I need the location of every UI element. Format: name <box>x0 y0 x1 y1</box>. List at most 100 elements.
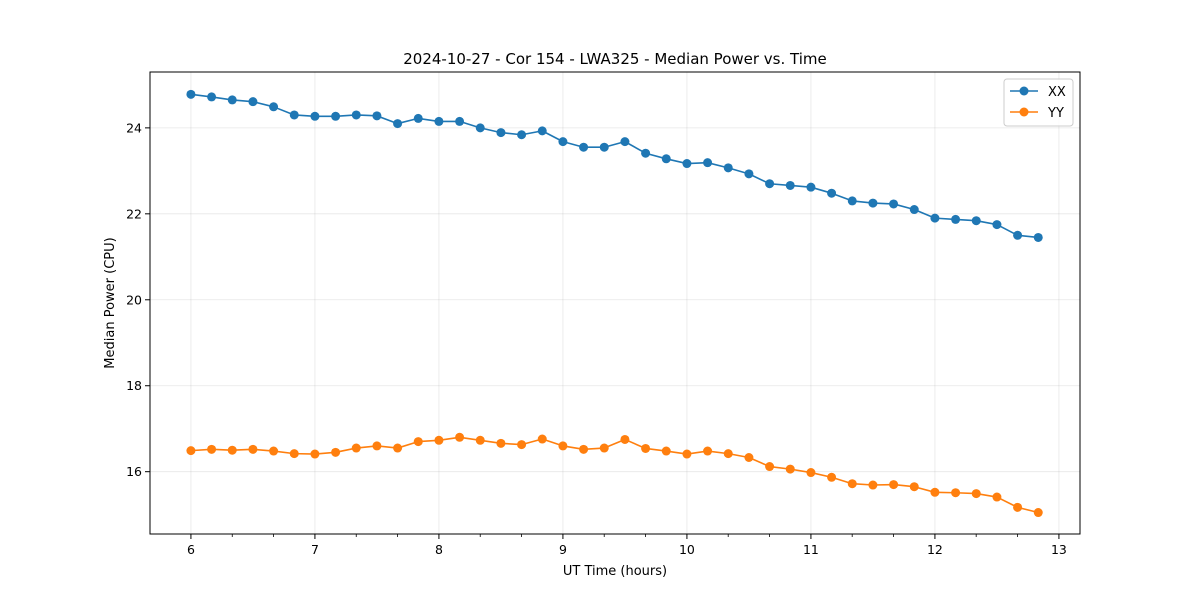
data-point-yy <box>951 488 961 498</box>
data-point-yy <box>413 437 423 447</box>
x-tick-label: 12 <box>927 542 943 557</box>
data-point-yy <box>909 482 919 492</box>
data-point-yy <box>723 449 733 459</box>
data-point-xx <box>785 180 795 190</box>
legend-marker-xx <box>1019 86 1029 96</box>
data-point-xx <box>951 214 961 224</box>
data-point-xx <box>475 123 485 133</box>
ticks-layer: 6 7 8 9 10 11 12 13 16 18 20 22 24 <box>126 120 1067 557</box>
data-point-xx <box>992 220 1002 230</box>
y-tick-label: 20 <box>126 292 142 307</box>
data-point-xx <box>661 154 671 164</box>
data-point-xx <box>227 95 237 105</box>
data-point-yy <box>827 472 837 482</box>
chart-title: 2024-10-27 - Cor 154 - LWA325 - Median P… <box>403 50 827 68</box>
data-point-xx <box>351 110 361 120</box>
grid-layer <box>150 72 1080 534</box>
data-point-xx <box>310 111 320 121</box>
data-point-xx <box>269 102 279 112</box>
x-tick-label: 9 <box>559 542 567 557</box>
data-point-yy <box>806 468 816 478</box>
data-point-xx <box>1033 232 1043 242</box>
data-point-yy <box>269 446 279 456</box>
x-tick-label: 10 <box>679 542 695 557</box>
data-point-xx <box>496 128 506 138</box>
x-tick-label: 13 <box>1051 542 1067 557</box>
data-point-xx <box>599 142 609 152</box>
data-point-xx <box>186 89 196 99</box>
data-point-yy <box>496 438 506 448</box>
y-tick-label: 18 <box>126 378 142 393</box>
data-point-xx <box>868 198 878 208</box>
legend-label-xx: XX <box>1048 85 1066 100</box>
data-point-xx <box>930 213 940 223</box>
data-point-yy <box>599 443 609 453</box>
series-layer <box>186 89 1043 518</box>
y-tick-label: 16 <box>126 464 142 479</box>
data-point-yy <box>207 444 217 454</box>
data-point-xx <box>723 163 733 173</box>
legend-label-yy: YY <box>1047 106 1064 121</box>
data-point-yy <box>186 446 196 456</box>
data-point-yy <box>289 449 299 459</box>
data-point-yy <box>744 453 754 462</box>
data-point-yy <box>393 443 403 453</box>
data-point-xx <box>248 97 258 107</box>
data-point-xx <box>641 148 651 158</box>
data-point-xx <box>847 196 857 206</box>
data-point-xx <box>579 142 589 152</box>
data-point-yy <box>765 462 775 472</box>
data-point-yy <box>992 492 1002 502</box>
y-axis-label: Median Power (CPU) <box>103 237 118 368</box>
data-point-yy <box>682 449 692 459</box>
data-point-xx <box>682 159 692 169</box>
data-point-xx <box>413 113 423 123</box>
plot-frame <box>149 71 1081 535</box>
data-point-yy <box>434 435 444 445</box>
data-point-yy <box>248 444 258 454</box>
data-point-xx <box>620 137 630 147</box>
data-point-xx <box>765 179 775 189</box>
data-point-xx <box>1013 230 1023 240</box>
data-point-xx <box>331 111 341 121</box>
data-point-yy <box>785 464 795 474</box>
x-tick-label: 6 <box>187 542 195 557</box>
data-point-xx <box>455 116 465 126</box>
data-point-xx <box>393 119 403 129</box>
data-point-xx <box>909 205 919 215</box>
data-point-xx <box>372 111 382 121</box>
data-point-yy <box>930 487 940 497</box>
data-point-yy <box>455 432 465 442</box>
data-point-yy <box>868 480 878 490</box>
data-point-yy <box>558 441 568 451</box>
data-point-yy <box>1013 502 1023 512</box>
data-point-yy <box>971 489 981 499</box>
data-point-yy <box>703 446 713 456</box>
data-point-yy <box>661 446 671 456</box>
x-tick-label: 8 <box>435 542 443 557</box>
data-point-yy <box>310 449 320 459</box>
data-point-xx <box>289 110 299 120</box>
y-tick-label: 22 <box>126 206 142 221</box>
legend-marker-yy <box>1019 107 1029 117</box>
data-point-yy <box>847 479 857 489</box>
y-tick-label: 24 <box>126 120 142 135</box>
data-point-yy <box>331 447 341 457</box>
x-tick-label: 7 <box>311 542 319 557</box>
data-point-yy <box>227 445 237 455</box>
data-point-xx <box>744 169 754 179</box>
legend: XX YY <box>1003 78 1074 127</box>
data-point-xx <box>558 137 568 147</box>
data-point-xx <box>971 216 981 226</box>
data-point-xx <box>703 158 713 168</box>
data-point-xx <box>889 199 899 209</box>
data-point-yy <box>889 480 899 490</box>
data-point-xx <box>827 188 837 198</box>
data-point-yy <box>537 434 547 444</box>
data-point-yy <box>475 435 485 445</box>
data-point-xx <box>207 92 217 102</box>
data-point-xx <box>434 116 444 126</box>
data-point-yy <box>517 440 527 450</box>
